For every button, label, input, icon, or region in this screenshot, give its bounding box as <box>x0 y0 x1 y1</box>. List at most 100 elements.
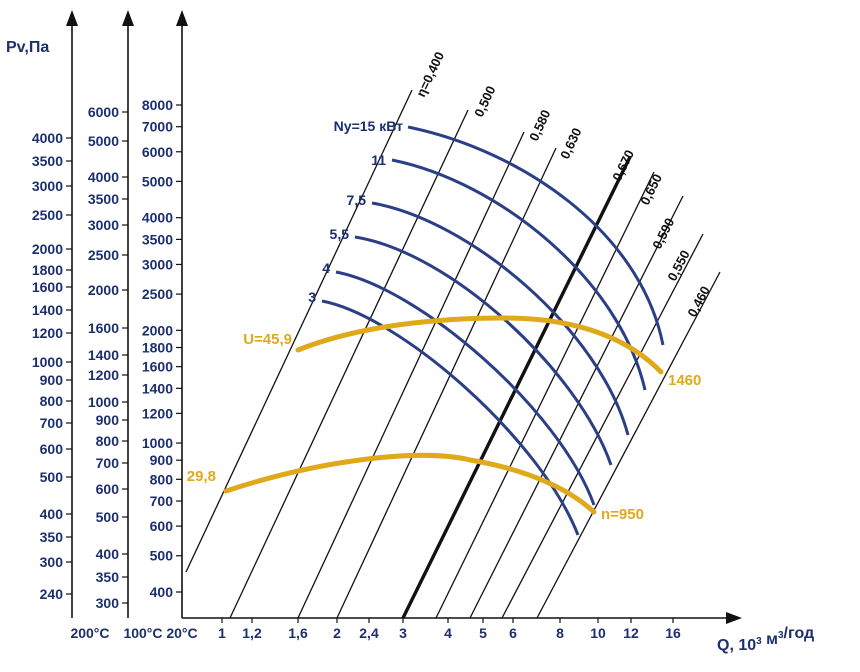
y-axis-2-ticks: 300 350 400 500 600 700 800 900 1000 1200 1400 1600… <box>88 104 128 611</box>
y-tick-label: 300 <box>40 554 64 570</box>
power-curve <box>321 299 580 536</box>
power-label: Nу=15 кВт <box>334 118 403 134</box>
x-axis-arrow <box>726 612 742 624</box>
efficiency-label: 0,460 <box>684 284 712 320</box>
y-tick-label: 500 <box>96 509 120 525</box>
power-curve <box>391 158 647 391</box>
y-tick-label: 3500 <box>32 153 63 169</box>
y-tick-label: 800 <box>40 393 64 409</box>
power-label: 7,5 <box>347 192 367 208</box>
y-tick-label: 1000 <box>32 354 63 370</box>
y-tick-label: 2500 <box>32 207 63 223</box>
x-tick-label: 2 <box>333 625 341 641</box>
efficiency-line <box>501 233 704 619</box>
y-tick-label: 350 <box>96 569 120 585</box>
x-tick-label: 16 <box>665 625 681 641</box>
y-tick-label: 700 <box>40 415 64 431</box>
y-tick-label: 300 <box>96 595 120 611</box>
y-tick-label: 2500 <box>88 247 119 263</box>
y-tick-label: 2000 <box>88 282 119 298</box>
y-tick-label: 400 <box>40 506 64 522</box>
efficiency-line <box>401 156 632 619</box>
y-tick-label: 8000 <box>142 97 173 113</box>
x-tick-label: 10 <box>590 625 606 641</box>
efficiency-label: 0,550 <box>664 248 692 284</box>
temperature-label: 200°С <box>70 625 109 641</box>
y-tick-label: 1400 <box>142 380 173 396</box>
temperature-label: 20°С <box>166 625 197 641</box>
efficiency-line <box>469 195 684 619</box>
y-tick-label: 1800 <box>32 262 63 278</box>
y-axis-title: Pv,Па <box>6 39 49 56</box>
y-tick-label: 1200 <box>142 405 173 421</box>
efficiency-line <box>229 109 469 619</box>
efficiency-label: 0,670 <box>609 147 637 183</box>
x-tick-label: 2,4 <box>359 625 379 641</box>
x-tick-label: 4 <box>444 625 452 641</box>
y-tick-label: 4000 <box>142 210 173 226</box>
temperature-label: 100°С <box>123 625 162 641</box>
y-tick-label: 1000 <box>142 435 173 451</box>
y-axis-1-ticks: 240 300 350 400 500 600 700 800 900 1000 1200 1400 1… <box>32 130 72 602</box>
y-tick-label: 600 <box>96 481 120 497</box>
y-tick-label: 2000 <box>32 241 63 257</box>
x-axis-title-part: /год <box>784 625 815 642</box>
y-tick-label: 500 <box>40 469 64 485</box>
power-label: 5,5 <box>330 226 350 242</box>
x-tick-label: 1 <box>218 625 226 641</box>
x-axis-title-part: Q, 10 <box>717 637 756 654</box>
y-tick-label: 900 <box>40 372 64 388</box>
x-tick-label: 3 <box>399 625 407 641</box>
power-curve <box>371 201 630 436</box>
y-tick-label: 700 <box>96 455 120 471</box>
power-label: 3 <box>308 289 316 305</box>
efficiency-line <box>435 171 655 619</box>
y-tick-label: 7000 <box>142 119 173 135</box>
y-tick-label: 3000 <box>88 217 119 233</box>
x-axis-ticks: 1 1,2 1,6 2 2,4 3 4 5 6 8 10 12 16 <box>218 618 681 641</box>
power-label: 4 <box>322 260 330 276</box>
y-tick-label: 3000 <box>32 178 63 194</box>
efficiency-line <box>297 131 525 619</box>
y-tick-label: 3500 <box>88 191 119 207</box>
y-tick-label: 4000 <box>88 169 119 185</box>
speed-curves: n=950 29,8 1460 U=45,9 <box>187 315 701 523</box>
y-tick-label: 1600 <box>142 359 173 375</box>
y-tick-label: 800 <box>96 433 120 449</box>
y-tick-label: 1200 <box>32 325 63 341</box>
y-tick-label: 900 <box>96 412 120 428</box>
y-tick-label: 240 <box>40 586 64 602</box>
y-tick-label: 1600 <box>32 279 63 295</box>
x-tick-label: 6 <box>509 625 517 641</box>
y-tick-label: 1400 <box>88 347 119 363</box>
y-tick-label: 1400 <box>32 302 63 318</box>
efficiency-label: η=0,400 <box>413 49 447 99</box>
x-axis-title-part: м <box>762 631 778 648</box>
y-tick-label: 3500 <box>142 231 173 247</box>
y-tick-label: 600 <box>40 441 64 457</box>
y-axis-arrow-0 <box>66 10 78 26</box>
y-axis-arrow-2 <box>176 10 188 26</box>
power-curve <box>335 270 596 506</box>
y-tick-label: 5000 <box>142 173 173 189</box>
x-tick-label: 12 <box>623 625 639 641</box>
speed-curve <box>295 315 664 375</box>
power-label: 11 <box>371 152 386 168</box>
y-tick-label: 400 <box>96 546 120 562</box>
y-tick-label: 700 <box>150 493 174 509</box>
y-tick-label: 900 <box>150 452 174 468</box>
y-tick-label: 5000 <box>88 133 119 149</box>
efficiency-line <box>536 271 721 619</box>
power-curves: Nу=15 кВт 11 7,5 5,5 43 <box>308 118 665 536</box>
power-curve <box>354 235 613 466</box>
y-tick-label: 3000 <box>142 256 173 272</box>
speed-curve-start-label: U=45,9 <box>243 331 292 348</box>
y-tick-label: 6000 <box>142 144 173 160</box>
speed-curve <box>223 452 597 515</box>
y-tick-label: 1000 <box>88 394 119 410</box>
efficiency-line <box>336 147 557 619</box>
x-tick-label: 5 <box>479 625 487 641</box>
efficiency-label: 0,630 <box>557 125 584 161</box>
y-tick-label: 1200 <box>88 367 119 383</box>
